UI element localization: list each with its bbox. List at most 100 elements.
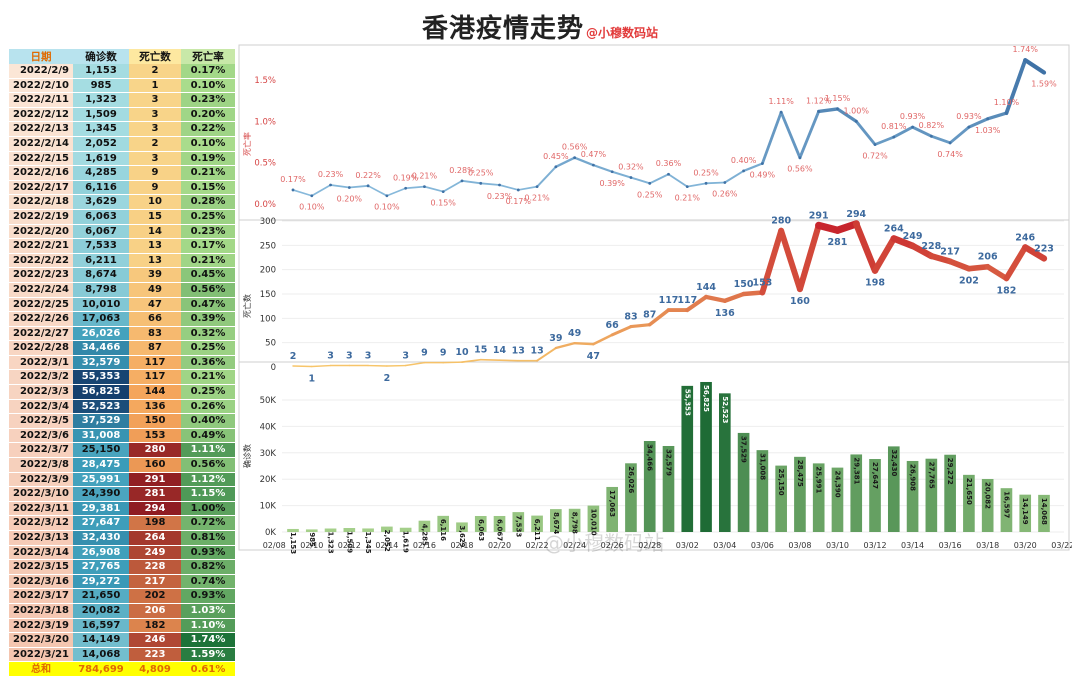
- deaths-data-label: 182: [997, 285, 1017, 296]
- cell-deaths: 246: [129, 633, 181, 648]
- cell-rate: 0.74%: [181, 574, 235, 589]
- rate-data-label: 0.39%: [599, 179, 625, 188]
- rate-point: [855, 120, 858, 123]
- cell-date: 2022/2/20: [9, 224, 73, 239]
- cases-bar-label: 28,475: [796, 460, 804, 487]
- cell-deaths: 198: [129, 516, 181, 531]
- cases-bar-label: 52,523: [721, 396, 729, 423]
- cases-bar-label: 37,529: [740, 436, 748, 463]
- deaths-data-label: 206: [978, 252, 998, 263]
- chart-title-bar: 香港疫情走势@小穆数码站: [0, 8, 1080, 45]
- cell-cases: 7,533: [73, 239, 129, 254]
- cell-deaths: 15: [129, 209, 181, 224]
- cell-rate: 0.10%: [181, 78, 235, 93]
- cell-date: 2022/2/15: [9, 151, 73, 166]
- cell-date: 2022/3/9: [9, 472, 73, 487]
- rate-point: [780, 111, 783, 114]
- cases-bar-label: 1,619: [402, 531, 410, 553]
- cell-deaths: 136: [129, 399, 181, 414]
- cell-date: 2022/3/3: [9, 385, 73, 400]
- cell-cases: 25,991: [73, 472, 129, 487]
- cases-bar-label: 56,825: [702, 385, 710, 412]
- deaths-data-label: 49: [568, 328, 581, 339]
- cell-date: 2022/3/10: [9, 487, 73, 502]
- cell-rate: 1.03%: [181, 603, 235, 618]
- cell-cases: 26,908: [73, 545, 129, 560]
- rate-tick-label: 1.5%: [254, 76, 276, 86]
- rate-point: [1024, 59, 1027, 62]
- rate-axis-title: 死亡率: [242, 132, 252, 156]
- deaths-tick-label: 300: [260, 217, 276, 227]
- rate-data-label: 0.21%: [675, 194, 701, 203]
- cell-cases: 6,067: [73, 224, 129, 239]
- deaths-line-segment: [406, 363, 425, 366]
- cases-axis-title: 确诊数: [242, 444, 252, 468]
- date-tick-label: 03/10: [826, 541, 849, 550]
- rate-data-label: 0.20%: [337, 194, 363, 203]
- cell-cases: 27,647: [73, 516, 129, 531]
- date-tick-label: 02/12: [338, 541, 361, 550]
- cell-cases: 27,765: [73, 560, 129, 575]
- cell-deaths: 228: [129, 560, 181, 575]
- cell-rate: 0.82%: [181, 560, 235, 575]
- cell-rate: 1.59%: [181, 647, 235, 662]
- header-date: 日期: [9, 49, 73, 64]
- cell-deaths: 39: [129, 268, 181, 283]
- total-deaths: 4,809: [129, 662, 181, 677]
- cases-bar-label: 55,353: [683, 389, 691, 416]
- date-tick-label: 03/22: [1051, 541, 1072, 550]
- cell-deaths: 144: [129, 385, 181, 400]
- deaths-data-label: 3: [365, 351, 372, 362]
- cell-date: 2022/2/22: [9, 253, 73, 268]
- cases-bar-label: 32,579: [665, 449, 673, 476]
- deaths-data-label: 150: [734, 279, 754, 290]
- rate-line-segment: [819, 109, 838, 111]
- deaths-data-label: 294: [846, 209, 866, 220]
- cell-rate: 0.72%: [181, 516, 235, 531]
- cases-bar-label: 27,647: [871, 462, 879, 489]
- rate-point: [1043, 71, 1046, 74]
- date-tick-label: 02/18: [450, 541, 473, 550]
- cell-cases: 16,597: [73, 618, 129, 633]
- cell-date: 2022/2/18: [9, 195, 73, 210]
- date-tick-label: 03/02: [676, 541, 699, 550]
- rate-data-label: 1.00%: [844, 106, 870, 115]
- cell-date: 2022/3/13: [9, 531, 73, 546]
- cases-bar-label: 1,153: [289, 532, 297, 554]
- cell-deaths: 49: [129, 282, 181, 297]
- cell-date: 2022/3/2: [9, 370, 73, 385]
- cell-rate: 0.10%: [181, 136, 235, 151]
- rate-point: [404, 187, 407, 190]
- rate-point: [648, 182, 651, 185]
- cell-rate: 1.74%: [181, 633, 235, 648]
- cell-date: 2022/3/18: [9, 603, 73, 618]
- cell-deaths: 9: [129, 180, 181, 195]
- cell-rate: 0.39%: [181, 312, 235, 327]
- cell-cases: 24,390: [73, 487, 129, 502]
- deaths-data-label: 264: [884, 224, 904, 235]
- rate-line-segment: [387, 188, 406, 195]
- cases-bar-label: 6,063: [477, 519, 485, 541]
- cases-bar-label: 29,381: [852, 457, 860, 484]
- deaths-data-label: 153: [752, 278, 772, 289]
- cell-deaths: 3: [129, 151, 181, 166]
- cell-cases: 14,149: [73, 633, 129, 648]
- deaths-line-segment: [988, 267, 1007, 279]
- cell-date: 2022/2/16: [9, 166, 73, 181]
- rate-line-segment: [462, 181, 481, 183]
- cases-bar-label: 25,150: [777, 469, 785, 496]
- rate-point: [817, 110, 820, 113]
